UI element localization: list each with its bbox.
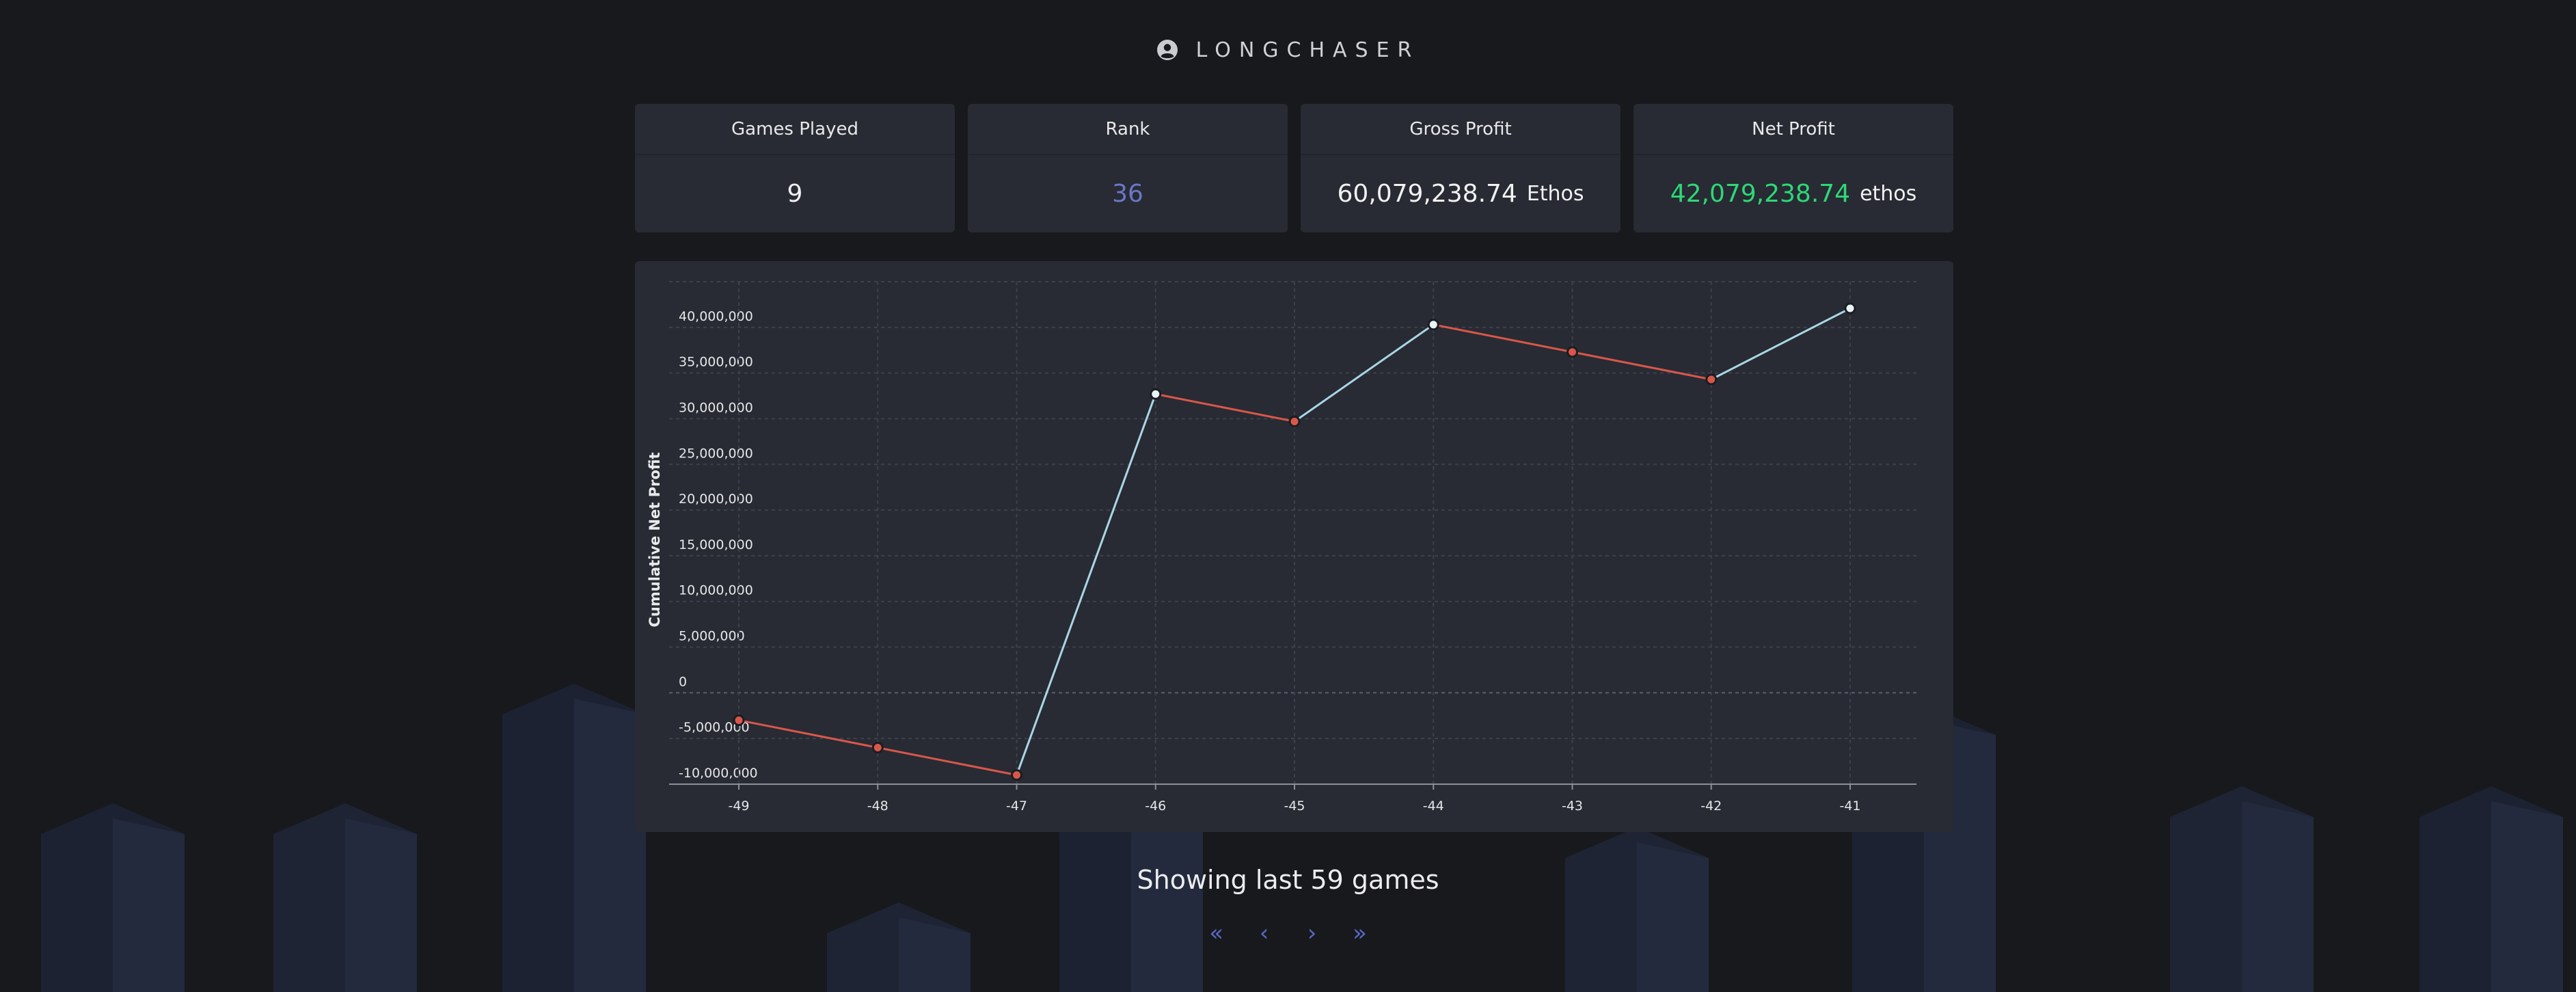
series-line-segment (1711, 307, 1851, 381)
x-tick-label: -41 (1839, 799, 1860, 814)
series-line-segment (877, 747, 1017, 777)
y-tick-label: 5,000,000 (679, 629, 745, 644)
games-played-value: 9 (787, 180, 803, 208)
skyline-tower-face-decoration (113, 818, 185, 992)
skyline-tower-face-decoration (2491, 801, 2563, 992)
y-tick-label: 20,000,000 (679, 492, 753, 507)
net-profit-value: 42,079,238.74 (1670, 180, 1851, 208)
y-tick-label: 0 (679, 674, 687, 689)
gross-profit-value: 60,079,238.74 (1337, 180, 1517, 208)
user-circle-icon (1156, 40, 1178, 60)
y-axis-label: Cumulative Net Profit (647, 453, 663, 628)
rank-value: 36 (1112, 180, 1143, 208)
games-played-card: Games Played 9 (635, 104, 955, 232)
pagination: « ‹ › » (0, 920, 2576, 947)
data-point[interactable] (1427, 319, 1439, 331)
x-tick-label: -42 (1700, 799, 1722, 814)
series-line-segment (1572, 351, 1712, 381)
data-point[interactable] (1705, 373, 1718, 386)
series-line-segment (1433, 323, 1573, 353)
data-point[interactable] (733, 714, 745, 726)
y-tick-label: 35,000,000 (679, 355, 753, 370)
x-tick-label: -44 (1423, 799, 1444, 814)
profile-header: LONGCHASER (0, 33, 2576, 67)
skyline-tower-face-decoration (2242, 801, 2314, 992)
next-page-button[interactable]: › (1307, 920, 1317, 947)
net-profit-label: Net Profit (1633, 104, 1953, 155)
skyline-tower-face-decoration (1637, 842, 1709, 992)
net-profit-card: Net Profit 42,079,238.74 ethos (1633, 104, 1953, 232)
gross-profit-unit: Ethos (1526, 182, 1584, 206)
data-point[interactable] (1288, 415, 1301, 427)
net-profit-chart: -10,000,000 -5,000,000 0 5,000,000 10,000,00… (647, 281, 1916, 814)
x-tick-label: -46 (1145, 799, 1166, 814)
y-tick-label: 15,000,000 (679, 537, 753, 552)
net-profit-chart-panel: -10,000,000 -5,000,000 0 5,000,000 10,000,00… (635, 261, 1953, 832)
x-tick-label: -49 (728, 799, 749, 814)
last-page-button[interactable]: » (1353, 920, 1367, 947)
skyline-tower-face-decoration (574, 699, 646, 992)
y-tick-label: 30,000,000 (679, 400, 753, 415)
series-line-segment (1016, 393, 1157, 776)
x-tick-label: -45 (1284, 799, 1305, 814)
series-line-segment (1294, 323, 1435, 423)
series-line-segment (738, 719, 878, 749)
series-line-segment (1155, 392, 1295, 423)
net-profit-unit: ethos (1860, 182, 1917, 206)
skyline-tower-face-decoration (899, 917, 971, 992)
y-tick-label: 10,000,000 (679, 583, 753, 598)
username: LONGCHASER (1195, 38, 1420, 62)
y-tick-label: -10,000,000 (679, 766, 758, 781)
rank-card: Rank 36 (968, 104, 1288, 232)
gross-profit-card: Gross Profit 60,079,238.74 Ethos (1301, 104, 1621, 232)
rank-label: Rank (968, 104, 1288, 155)
gross-profit-label: Gross Profit (1301, 104, 1621, 155)
prev-page-button[interactable]: ‹ (1259, 920, 1269, 947)
data-point[interactable] (1567, 346, 1578, 358)
y-tick-label: 25,000,000 (679, 446, 753, 461)
x-tick-label: -43 (1562, 799, 1583, 814)
skyline-tower-face-decoration (345, 818, 417, 992)
y-tick-label: -5,000,000 (679, 720, 750, 735)
y-tick-label: 40,000,000 (679, 309, 753, 324)
showing-games-text: Showing last 59 games (1137, 865, 1439, 895)
first-page-button[interactable]: « (1209, 920, 1223, 947)
data-point[interactable] (1844, 302, 1856, 314)
data-point[interactable] (871, 742, 884, 754)
games-played-label: Games Played (635, 104, 955, 155)
x-tick-label: -48 (867, 799, 889, 814)
data-point[interactable] (1150, 388, 1162, 400)
x-tick-label: -47 (1006, 799, 1027, 814)
data-point[interactable] (1011, 769, 1022, 781)
